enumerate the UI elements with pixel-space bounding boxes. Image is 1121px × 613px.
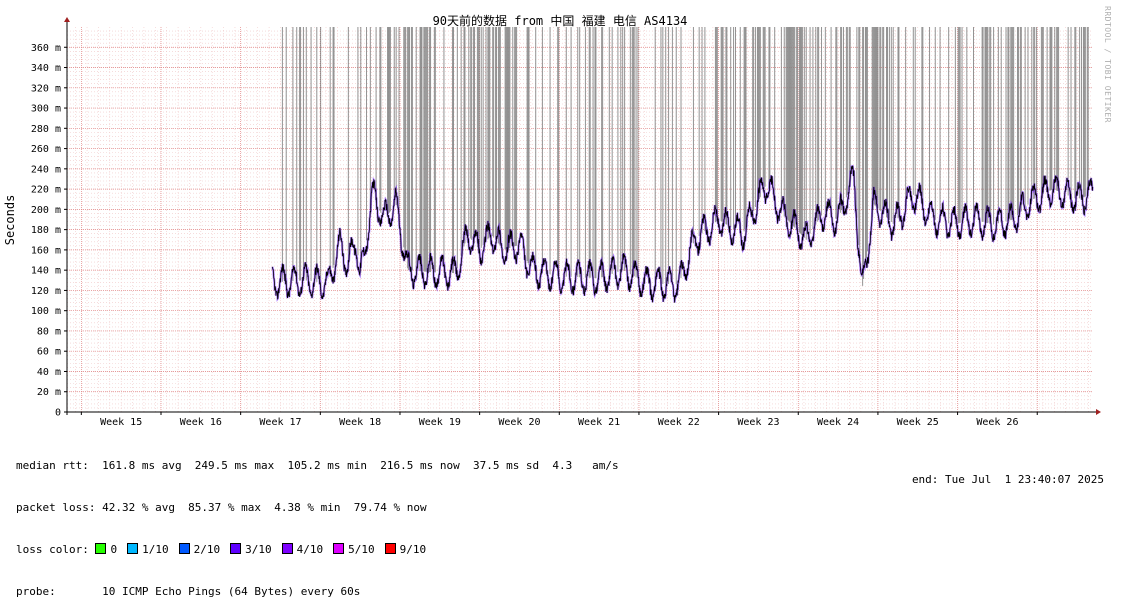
legend-probe: probe: 10 ICMP Echo Pings (64 Bytes) eve… bbox=[16, 585, 361, 598]
loss-color-swatch bbox=[281, 543, 293, 554]
legend: median rtt: 161.8 ms avg 249.5 ms max 10… bbox=[16, 431, 619, 613]
x-tick-label: Week 18 bbox=[339, 417, 381, 428]
loss-color-item: 4/10 bbox=[281, 543, 324, 556]
y-tick-label: 120 m bbox=[31, 286, 61, 297]
y-tick-label: 20 m bbox=[37, 387, 61, 398]
y-tick-label: 140 m bbox=[31, 266, 61, 277]
loss-color-item: 3/10 bbox=[230, 543, 272, 556]
legend-packet-loss: packet loss: 42.32 % avg 85.37 % max 4.3… bbox=[16, 501, 427, 514]
x-tick-label: Week 22 bbox=[658, 417, 700, 428]
x-tick-label: Week 20 bbox=[498, 417, 540, 428]
loss-color-item-label: 1/10 bbox=[142, 543, 169, 556]
loss-color-item: 1/10 bbox=[127, 543, 169, 556]
loss-color-item: 2/10 bbox=[178, 543, 221, 556]
y-tick-label: 160 m bbox=[31, 245, 61, 256]
y-tick-label: 60 m bbox=[37, 347, 61, 358]
legend-loss-color: loss color: 0 1/10 2/10 3/10 4/10 5/10 9/10 bbox=[16, 543, 619, 557]
y-axis-label: Seconds bbox=[3, 195, 17, 246]
y-tick-label: 340 m bbox=[31, 63, 61, 74]
loss-color-item-label: 5/10 bbox=[348, 543, 375, 556]
loss-color-item: 0 bbox=[89, 543, 117, 556]
loss-color-swatch bbox=[178, 543, 190, 554]
y-tick-labels: 0 20 m 40 m 60 m 80 m 100 m 120 m 140 m 160 m 180… bbox=[31, 43, 61, 419]
x-tick-label: Week 16 bbox=[180, 417, 222, 428]
x-tick-label: Week 15 bbox=[100, 417, 142, 428]
y-tick-label: 40 m bbox=[37, 367, 61, 378]
y-tick-label: 260 m bbox=[31, 144, 61, 155]
y-tick-label: 360 m bbox=[31, 43, 61, 54]
loss-color-item-label: 9/10 bbox=[399, 543, 427, 556]
loss-color-swatch bbox=[95, 543, 107, 554]
loss-color-swatch bbox=[384, 543, 396, 554]
x-tick-label: Week 26 bbox=[976, 417, 1018, 428]
chart-title: 90天前的数据 from 中国 福建 电信 AS4134 bbox=[433, 13, 688, 28]
y-tick-label: 220 m bbox=[31, 185, 61, 196]
x-tick-labels: Week 15 Week 16 Week 17 Week 18 Week 19 Week … bbox=[100, 417, 1018, 428]
rrdtool-watermark: RRDTOOL / TOBI OETIKER bbox=[1103, 6, 1112, 123]
y-axis-arrow bbox=[64, 17, 70, 22]
chart-axes bbox=[64, 17, 1101, 415]
y-tick-label: 200 m bbox=[31, 205, 61, 216]
x-tick-label: Week 25 bbox=[897, 417, 939, 428]
end-time: end: Tue Jul 1 23:40:07 2025 bbox=[911, 473, 1104, 486]
packet-loss-spikes bbox=[281, 27, 1089, 286]
x-tick-label: Week 24 bbox=[817, 417, 859, 428]
loss-color-item-label: 4/10 bbox=[296, 543, 324, 556]
loss-color-item: 5/10 bbox=[333, 543, 375, 556]
x-tick-label: Week 17 bbox=[259, 417, 301, 428]
loss-color-label: loss color: bbox=[16, 543, 89, 556]
loss-color-item: 9/10 bbox=[384, 543, 427, 556]
median-rtt-line bbox=[272, 165, 1094, 303]
loss-color-swatches: 0 1/10 2/10 3/10 4/10 5/10 9/10 bbox=[89, 543, 436, 556]
x-tick-label: Week 21 bbox=[578, 417, 620, 428]
y-tick-label: 280 m bbox=[31, 124, 61, 135]
x-tick-label: Week 19 bbox=[419, 417, 461, 428]
y-tick-label: 180 m bbox=[31, 225, 61, 236]
y-tick-label: 80 m bbox=[37, 326, 61, 337]
legend-median-rtt: median rtt: 161.8 ms avg 249.5 ms max 10… bbox=[16, 459, 619, 472]
loss-color-swatch bbox=[127, 543, 139, 554]
x-axis-arrow bbox=[1096, 409, 1101, 415]
y-tick-label: 320 m bbox=[31, 83, 61, 94]
loss-color-item-label: 2/10 bbox=[193, 543, 221, 556]
y-tick-label: 300 m bbox=[31, 104, 61, 115]
loss-color-swatch bbox=[333, 543, 345, 554]
y-tick-label: 100 m bbox=[31, 306, 61, 317]
loss-color-item-label: 3/10 bbox=[245, 543, 272, 556]
loss-color-swatch bbox=[230, 543, 242, 554]
median-rtt-series bbox=[271, 164, 1094, 303]
y-tick-label: 0 bbox=[55, 408, 61, 419]
smokeping-chart: 0 20 m 40 m 60 m 80 m 100 m 120 m 140 m 160 m 180… bbox=[3, 13, 1101, 428]
loss-color-item-label: 0 bbox=[110, 543, 118, 556]
x-tick-label: Week 23 bbox=[737, 417, 779, 428]
y-tick-label: 240 m bbox=[31, 164, 61, 175]
